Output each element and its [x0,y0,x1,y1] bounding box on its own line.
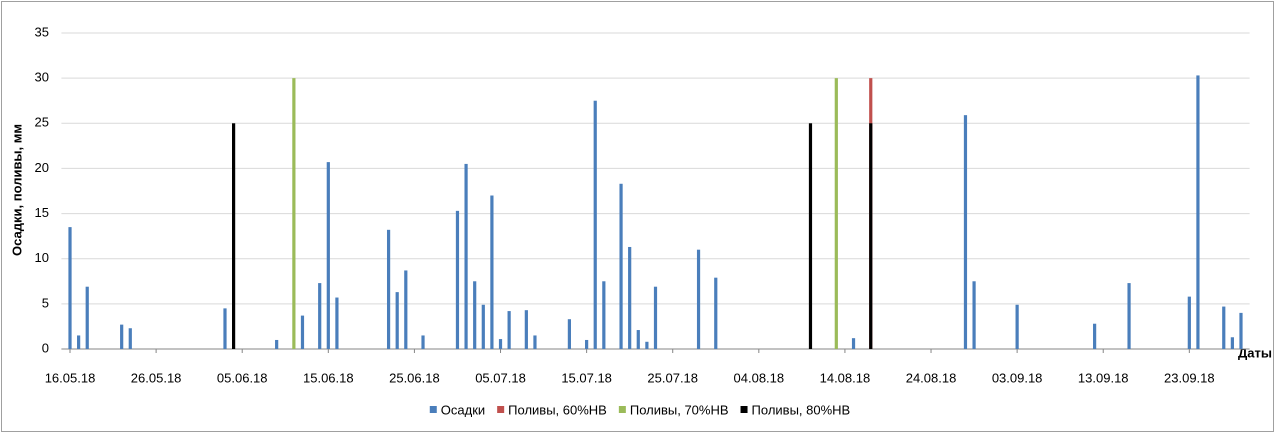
bar [619,183,623,349]
bar [963,115,968,349]
bar [524,310,528,349]
y-tick-label: 5 [42,295,49,310]
bar [628,246,632,349]
x-tick-label: 15.07.18 [561,370,612,385]
bar [1222,306,1226,349]
bar [395,292,399,349]
bar [292,78,296,350]
bar [455,210,460,349]
bar [851,338,856,349]
x-tick-label: 24.08.18 [906,370,957,385]
bar [1196,75,1200,349]
legend-label: Поливы, 70%НВ [630,402,729,417]
legend-swatch [429,406,437,413]
bar [128,328,132,349]
x-tick-label: 05.06.18 [217,370,268,385]
bar [808,123,813,350]
bar [653,286,658,349]
y-tick-label: 0 [42,340,49,355]
bar [972,281,976,349]
bar [300,315,305,349]
legend-label: Поливы, 60%НВ [508,402,607,417]
bar [834,78,838,350]
x-tick-label: 23.09.18 [1164,370,1215,385]
legend-swatch [497,406,505,413]
bar [275,339,279,349]
bar [1239,312,1243,349]
bar [507,311,511,349]
bar [232,123,236,350]
bar [335,297,339,349]
bar [567,319,571,349]
y-tick-label: 30 [35,70,49,85]
x-tick-label: 13.09.18 [1078,370,1129,385]
legend-label: Осадки [441,402,485,417]
x-tick-label: 15.06.18 [303,370,354,385]
bar [585,339,589,349]
y-axis-title: Осадки, поливы, мм [9,124,24,256]
bar [533,335,537,349]
bar [481,304,485,349]
bar [869,123,873,350]
bar [386,229,391,349]
bar [490,195,494,349]
bar [1187,296,1191,349]
bar [714,277,718,349]
legend-swatch [618,406,626,413]
bar [318,283,322,349]
bar [498,339,503,349]
bar [404,270,408,349]
x-axis-title: Даты [1238,345,1272,360]
bar [421,335,425,349]
bar [636,330,640,349]
x-tick-label: 05.07.18 [475,370,526,385]
y-tick-label: 10 [35,250,49,265]
bar [696,249,701,349]
x-tick-label: 14.08.18 [820,370,871,385]
x-tick-label: 25.06.18 [389,370,440,385]
bar [85,286,89,349]
bar [1093,323,1097,349]
bar [1127,283,1131,349]
bar [120,324,124,349]
y-tick-label: 35 [35,24,49,39]
bar [473,281,477,349]
x-tick-label: 16.05.18 [45,370,96,385]
bar [326,162,330,349]
x-tick-label: 04.08.18 [734,370,785,385]
legend-label: Поливы, 80%НВ [752,402,851,417]
y-tick-label: 20 [35,160,49,175]
bar [464,163,468,349]
x-tick-label: 03.09.18 [992,370,1043,385]
bar [1015,304,1019,349]
bar [223,308,227,349]
bar [593,100,597,349]
y-tick-label: 25 [35,115,49,130]
y-tick-label: 15 [35,205,49,220]
bar [645,341,649,349]
bar [68,227,72,349]
x-tick-label: 25.07.18 [647,370,698,385]
bar [1230,337,1234,349]
legend-swatch [740,406,748,413]
bar [77,335,81,349]
x-tick-label: 26.05.18 [131,370,182,385]
bar [602,281,606,349]
